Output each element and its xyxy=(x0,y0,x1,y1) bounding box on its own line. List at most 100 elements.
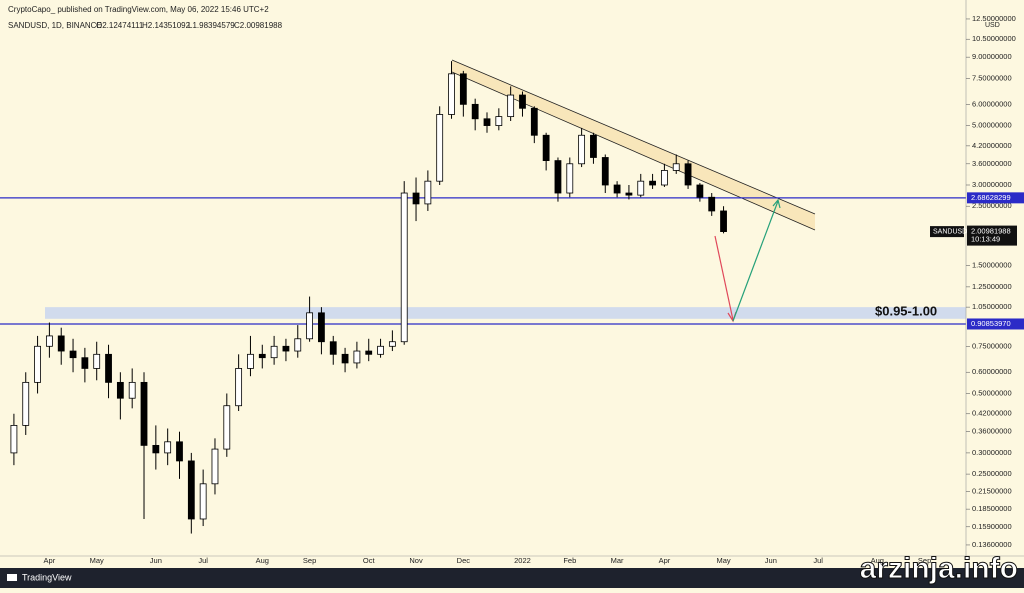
x-tick-label: 2022 xyxy=(514,556,531,565)
candle-body xyxy=(424,180,432,205)
candle-body xyxy=(81,357,89,369)
y-tick-label: 1.50000000 xyxy=(972,261,1012,270)
candle-body xyxy=(45,335,53,347)
x-tick-label: Jul xyxy=(198,556,208,565)
x-tick-label: Dec xyxy=(457,556,471,565)
zone xyxy=(45,307,966,319)
x-tick-label: Sep xyxy=(303,556,316,565)
candle-body xyxy=(353,350,361,364)
y-tick-label: 2.50000000 xyxy=(972,201,1012,210)
candle-body xyxy=(69,350,77,359)
candle-body xyxy=(388,341,396,347)
candle-body xyxy=(566,163,574,194)
y-tick-label: 0.50000000 xyxy=(972,388,1012,397)
candle-body xyxy=(661,170,668,186)
candle-body xyxy=(684,163,692,186)
x-tick-label: May xyxy=(90,556,104,565)
y-tick-label: 0.60000000 xyxy=(972,367,1012,376)
x-tick-label: Jun xyxy=(765,556,777,565)
candle-body xyxy=(282,345,290,352)
zone-label: $0.95-1.00 xyxy=(875,303,937,318)
candle-body xyxy=(696,184,704,198)
candle-body xyxy=(720,210,727,232)
candle-body xyxy=(164,441,172,454)
y-tick-label: 12.50000000 xyxy=(972,14,1016,23)
candle-body xyxy=(365,350,373,355)
candle-body xyxy=(258,353,266,359)
candle-body xyxy=(294,338,302,352)
y-tick-label: 4.20000000 xyxy=(972,141,1012,150)
x-tick-label: Nov xyxy=(409,556,423,565)
x-tick-label: Apr xyxy=(659,556,671,565)
candle-body xyxy=(247,353,254,369)
y-tick-label: 0.21500000 xyxy=(972,487,1012,496)
candle-body xyxy=(471,103,479,120)
candle-body xyxy=(448,73,455,115)
arrows xyxy=(714,198,781,323)
candle-body xyxy=(554,160,562,194)
y-tick-label: 0.13600000 xyxy=(972,540,1012,549)
candle-body xyxy=(306,312,313,340)
candle-body xyxy=(672,163,680,171)
candle-body xyxy=(507,94,515,118)
x-tick-label: Aug xyxy=(871,556,884,565)
x-tick-label: Jul xyxy=(813,556,823,565)
candle-body xyxy=(637,180,645,196)
x-tick-label: Mar xyxy=(611,556,624,565)
candle-body xyxy=(708,196,716,212)
y-tick-label: 1.05000000 xyxy=(972,302,1012,311)
y-tick-label: 3.00000000 xyxy=(972,180,1012,189)
ohlc-value: O2.12474111 xyxy=(96,21,144,30)
y-tick-label: 0.18500000 xyxy=(972,504,1012,513)
ohlc-value: L1.98394579 xyxy=(188,21,235,30)
candle-body xyxy=(459,73,467,105)
candle-body xyxy=(601,157,609,186)
candle-body xyxy=(10,424,18,454)
candle-body xyxy=(649,180,656,186)
candle-body xyxy=(400,192,408,343)
candle-body xyxy=(495,116,503,126)
price-tag-label: 0.90853970 xyxy=(971,319,1011,328)
ohlc-value: H2.14351092 xyxy=(142,21,191,30)
x-tick-label: Jun xyxy=(150,556,162,565)
y-tick-label: 9.00000000 xyxy=(972,52,1012,61)
y-tick-label: 6.00000000 xyxy=(972,99,1012,108)
candle-body xyxy=(152,444,160,454)
y-tick-label: 3.60000000 xyxy=(972,159,1012,168)
x-tick-label: Aug xyxy=(256,556,269,565)
x-tick-label: Oct xyxy=(363,556,376,565)
y-tick-label: 0.30000000 xyxy=(972,448,1012,457)
candle-body xyxy=(590,134,597,158)
candle-body xyxy=(436,114,444,182)
arrow-head xyxy=(772,198,781,209)
candle-body xyxy=(530,107,538,136)
candle-body xyxy=(625,192,633,196)
x-tick-label: May xyxy=(716,556,730,565)
logo xyxy=(7,574,17,581)
candle-body xyxy=(270,345,278,359)
candle-body xyxy=(57,335,65,352)
candle-body xyxy=(613,184,621,194)
candle-body xyxy=(235,368,243,407)
arrow-down xyxy=(714,235,734,321)
x-tick-label: Apr xyxy=(44,556,56,565)
symbol-tag-label: SANDUSD xyxy=(933,228,967,235)
candle-body xyxy=(542,134,550,161)
candle-body xyxy=(519,94,526,109)
last-price-label: 2.00981988 xyxy=(971,227,1011,236)
y-tick-label: 1.25000000 xyxy=(972,282,1012,291)
candle-body xyxy=(341,353,349,364)
x-tick-label: Sep xyxy=(918,556,931,565)
price-tag xyxy=(967,192,1024,204)
candle-body xyxy=(412,192,420,205)
candle-body xyxy=(105,353,112,383)
y-tick-label: 0.15900000 xyxy=(972,522,1012,531)
currency: USD xyxy=(985,22,1000,29)
candle-body xyxy=(329,341,337,355)
price-tag xyxy=(967,318,1024,330)
y-tick-label: 5.00000000 xyxy=(972,121,1012,130)
price-tag-label: 2.68628299 xyxy=(971,193,1011,202)
y-tick-label: 0.25000000 xyxy=(972,469,1012,478)
x-tick-label: Feb xyxy=(563,556,576,565)
